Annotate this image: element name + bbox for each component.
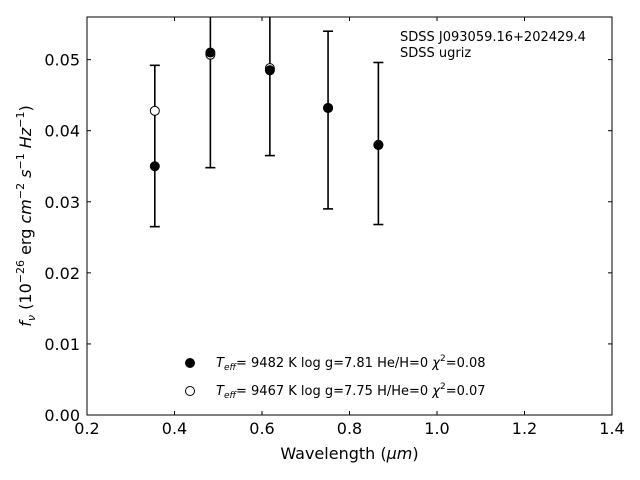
y-tick-label: 0.05 [44, 51, 80, 70]
tick-labels-layer: 0.2 0.4 0.6 0.8 1.0 1.2 1.4 0.00 0.01 0.02 0.03 0.0… [44, 51, 624, 438]
data-point-filled [205, 47, 216, 58]
data-point-open [149, 105, 160, 116]
data-point-filled [323, 102, 334, 113]
y-axis-label: fν (10−26 erg cm−2 s−1 Hz−1) [14, 105, 38, 326]
legend: Teff= 9482 K log g=7.81 He/H=0 χ2=0.08 T… [185, 354, 486, 401]
y-tick-label: 0.03 [44, 193, 80, 212]
legend-entry-open: Teff= 9467 K log g=7.75 H/He=0 χ2=0.07 [216, 382, 486, 401]
x-tick-label: 0.6 [249, 419, 274, 438]
x-tick-label: 1.4 [599, 419, 624, 438]
x-tick-label: 0.8 [337, 419, 362, 438]
legend-marker-filled [185, 358, 195, 368]
photometry-annotation: SDSS ugriz [400, 46, 471, 61]
y-tick-label: 0.01 [44, 335, 80, 354]
y-tick-label: 0.02 [44, 264, 80, 283]
y-tick-label: 0.00 [44, 406, 80, 425]
plot-frame [86, 16, 613, 416]
data-point-filled [264, 65, 275, 76]
legend-entry-filled: Teff= 9482 K log g=7.81 He/H=0 χ2=0.08 [216, 354, 486, 373]
x-tick-label: 1.2 [512, 419, 537, 438]
x-tick-label: 0.4 [162, 419, 187, 438]
x-tick-label: 0.2 [74, 419, 99, 438]
x-tick-label: 1.0 [424, 419, 449, 438]
data-point-filled [149, 161, 160, 172]
object-name-annotation: SDSS J093059.16+202429.4 [400, 30, 586, 45]
legend-marker-open [185, 386, 195, 396]
data-point-filled [373, 139, 384, 150]
data-layer [149, 17, 384, 228]
x-axis-label: Wavelength (μm) [280, 444, 418, 463]
y-tick-label: 0.04 [44, 122, 80, 141]
